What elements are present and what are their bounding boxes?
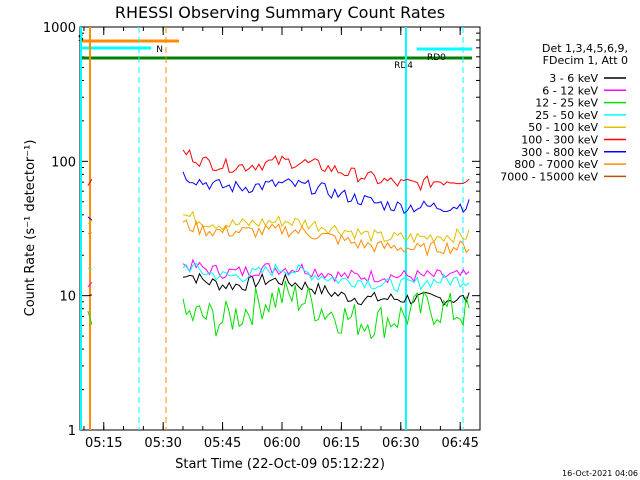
event-lines (80, 27, 464, 430)
x-tick-label: 06:30 (382, 436, 419, 451)
footer-date: 16-Oct-2021 04:06 (562, 469, 638, 478)
series-line-3-0 (87, 267, 93, 270)
series-line-1-0 (87, 281, 93, 288)
flag-label-rd4: RD4 (394, 61, 413, 71)
y-tick-label: 10 (59, 290, 76, 305)
chart-title: RHESSI Observing Summary Count Rates (115, 3, 445, 22)
y-tick-label: 1000 (43, 21, 76, 36)
flag-label-rd0: RD0 (427, 53, 446, 63)
series-line-6-1 (182, 171, 470, 215)
y-axis-label: Count Rate (s⁻¹ detector⁻¹) (23, 140, 38, 317)
legend-label-2: 12 - 25 keV (535, 97, 598, 110)
series-line-2-1 (182, 280, 470, 340)
legend-label-6: 300 - 800 keV (521, 146, 598, 159)
legend: Det 1,3,4,5,6,9,FDecim 1, Att 0 3 - 6 keV… (500, 42, 628, 183)
series-line-5-1 (182, 148, 470, 192)
legend-label-4: 50 - 100 keV (528, 121, 598, 134)
flag-label-n: N (156, 45, 163, 55)
legend-header-0: Det 1,3,4,5,6,9, (542, 42, 628, 55)
series-line-5-0 (87, 178, 93, 186)
legend-header-1: FDecim 1, Att 0 (543, 54, 628, 67)
legend-label-3: 25 - 50 keV (535, 109, 598, 122)
x-tick-label: 06:15 (323, 436, 360, 451)
y-axis: 1 10 100 1000 (43, 21, 480, 439)
legend-label-7: 800 - 7000 keV (514, 158, 598, 171)
series-line-1-1 (182, 258, 470, 284)
x-axis: 05:15 05:30 05:45 06:00 06:15 06:30 06:45 (83, 27, 481, 451)
legend-label-0: 3 - 6 keV (549, 72, 598, 85)
x-tick-label: 06:45 (441, 436, 478, 451)
series-line-0-0 (87, 294, 93, 297)
series-group (87, 148, 470, 340)
y-tick-label: 1 (68, 424, 76, 439)
y-tick-label: 100 (51, 155, 76, 170)
legend-label-1: 6 - 12 keV (542, 84, 598, 97)
x-tick-label: 06:00 (263, 436, 300, 451)
x-axis-label: Start Time (22-Oct-09 05:12:22) (175, 457, 385, 472)
x-tick-label: 05:30 (144, 436, 181, 451)
series-line-4-1 (182, 210, 470, 244)
legend-label-8: 7000 - 15000 keV (500, 170, 598, 183)
series-line-4-0 (87, 220, 93, 225)
series-line-3-1 (182, 262, 470, 293)
series-line-7-0 (87, 232, 92, 234)
flag-bars: SNRD4RD0 (78, 34, 473, 71)
series-line-0-1 (182, 272, 470, 307)
x-tick-label: 05:15 (85, 436, 122, 451)
legend-label-5: 100 - 300 keV (521, 134, 598, 147)
x-tick-label: 05:45 (204, 436, 241, 451)
series-line-6-0 (87, 216, 93, 221)
series-line-2-0 (87, 310, 93, 325)
series-line-7-1 (182, 219, 470, 257)
